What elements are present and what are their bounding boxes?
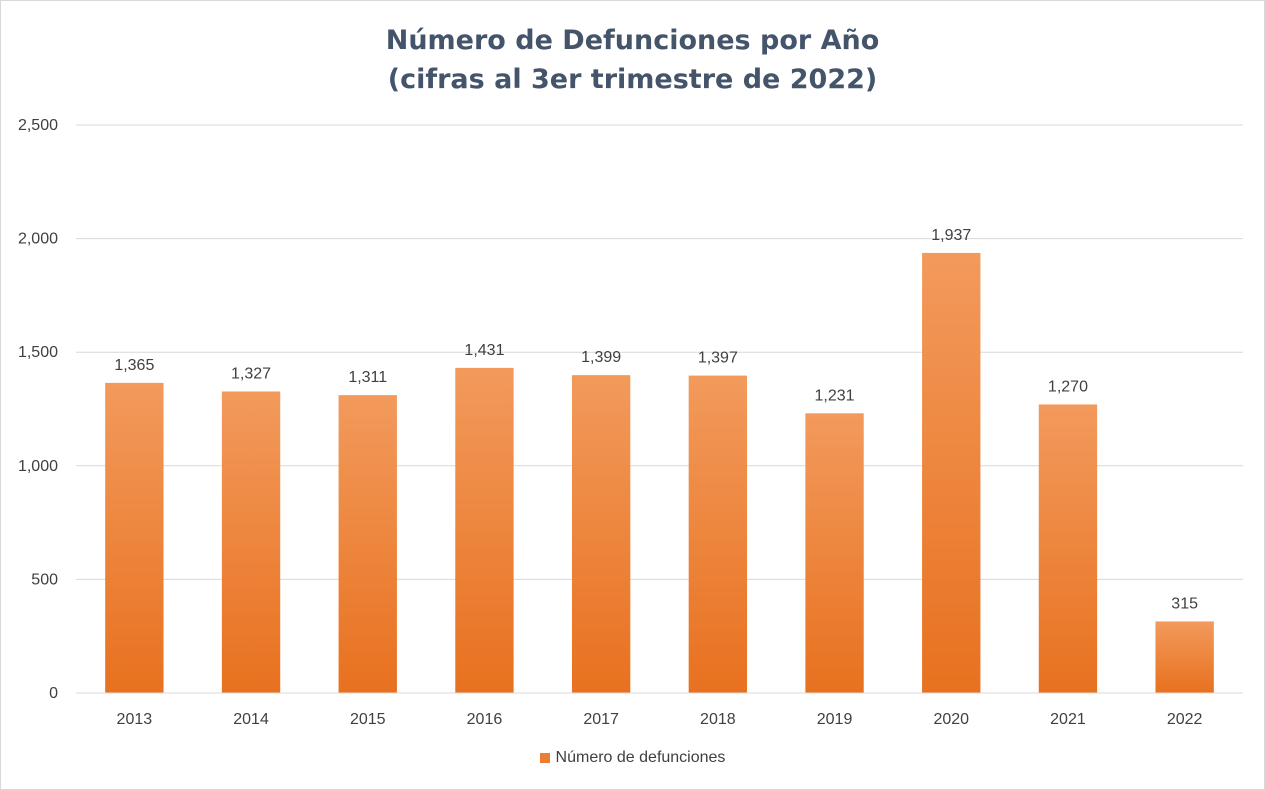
x-tick-label: 2015 [350, 711, 386, 728]
data-label-2015: 1,311 [348, 369, 387, 386]
x-tick-label: 2021 [1050, 711, 1086, 728]
data-label-2022: 315 [1171, 595, 1198, 612]
legend: Número de defunciones [1, 749, 1264, 767]
y-tick-label: 500 [31, 571, 58, 588]
bar-2016 [455, 367, 514, 693]
y-tick-label: 1,500 [18, 344, 58, 361]
y-tick-label: 0 [49, 685, 58, 702]
bar-2019 [805, 413, 864, 693]
data-label-2014: 1,327 [231, 366, 271, 383]
bar-2015 [338, 395, 397, 693]
data-label-2021: 1,270 [1048, 378, 1088, 395]
y-tick-label: 2,000 [18, 231, 58, 248]
bar-2022 [1155, 621, 1214, 693]
bar-2021 [1038, 404, 1098, 693]
bars [105, 252, 1214, 693]
chart-title-block: Número de Defunciones por Año (cifras al… [1, 21, 1264, 99]
data-label-2019: 1,231 [815, 387, 855, 404]
x-tick-label: 2018 [700, 711, 736, 728]
x-tick-label: 2014 [233, 711, 269, 728]
data-label-2017: 1,399 [581, 349, 621, 366]
axes: 0 500 1,000 1,500 2,000 2,500 2013 2014 2015 2016… [18, 117, 1243, 728]
bar-2018 [688, 375, 748, 693]
chart-title: Número de Defunciones por Año [385, 25, 880, 56]
data-label-2013: 1,365 [114, 357, 154, 374]
bar-2013 [105, 382, 164, 693]
x-tick-label: 2017 [583, 711, 619, 728]
x-tick-label: 2020 [933, 711, 969, 728]
y-tick-label: 2,500 [18, 117, 58, 134]
data-labels: 1,365 1,327 1,311 1,431 1,399 1,397 1,231 1,937… [114, 227, 1198, 613]
x-tick-label: 2022 [1167, 711, 1203, 728]
legend-label: Número de defunciones [555, 749, 726, 766]
data-label-2020: 1,937 [931, 227, 971, 244]
x-tick-label: 2016 [467, 711, 503, 728]
x-tick-label: 2019 [817, 711, 853, 728]
chart-subtitle: (cifras al 3er trimestre de 2022) [387, 64, 878, 95]
bar-2017 [571, 375, 631, 693]
y-tick-label: 1,000 [18, 458, 58, 475]
bar-2020 [922, 252, 981, 693]
bar-2014 [221, 391, 281, 693]
data-label-2018: 1,397 [698, 350, 738, 367]
legend-swatch [539, 753, 550, 763]
x-tick-label: 2013 [117, 711, 153, 728]
data-label-2016: 1,431 [464, 342, 504, 359]
